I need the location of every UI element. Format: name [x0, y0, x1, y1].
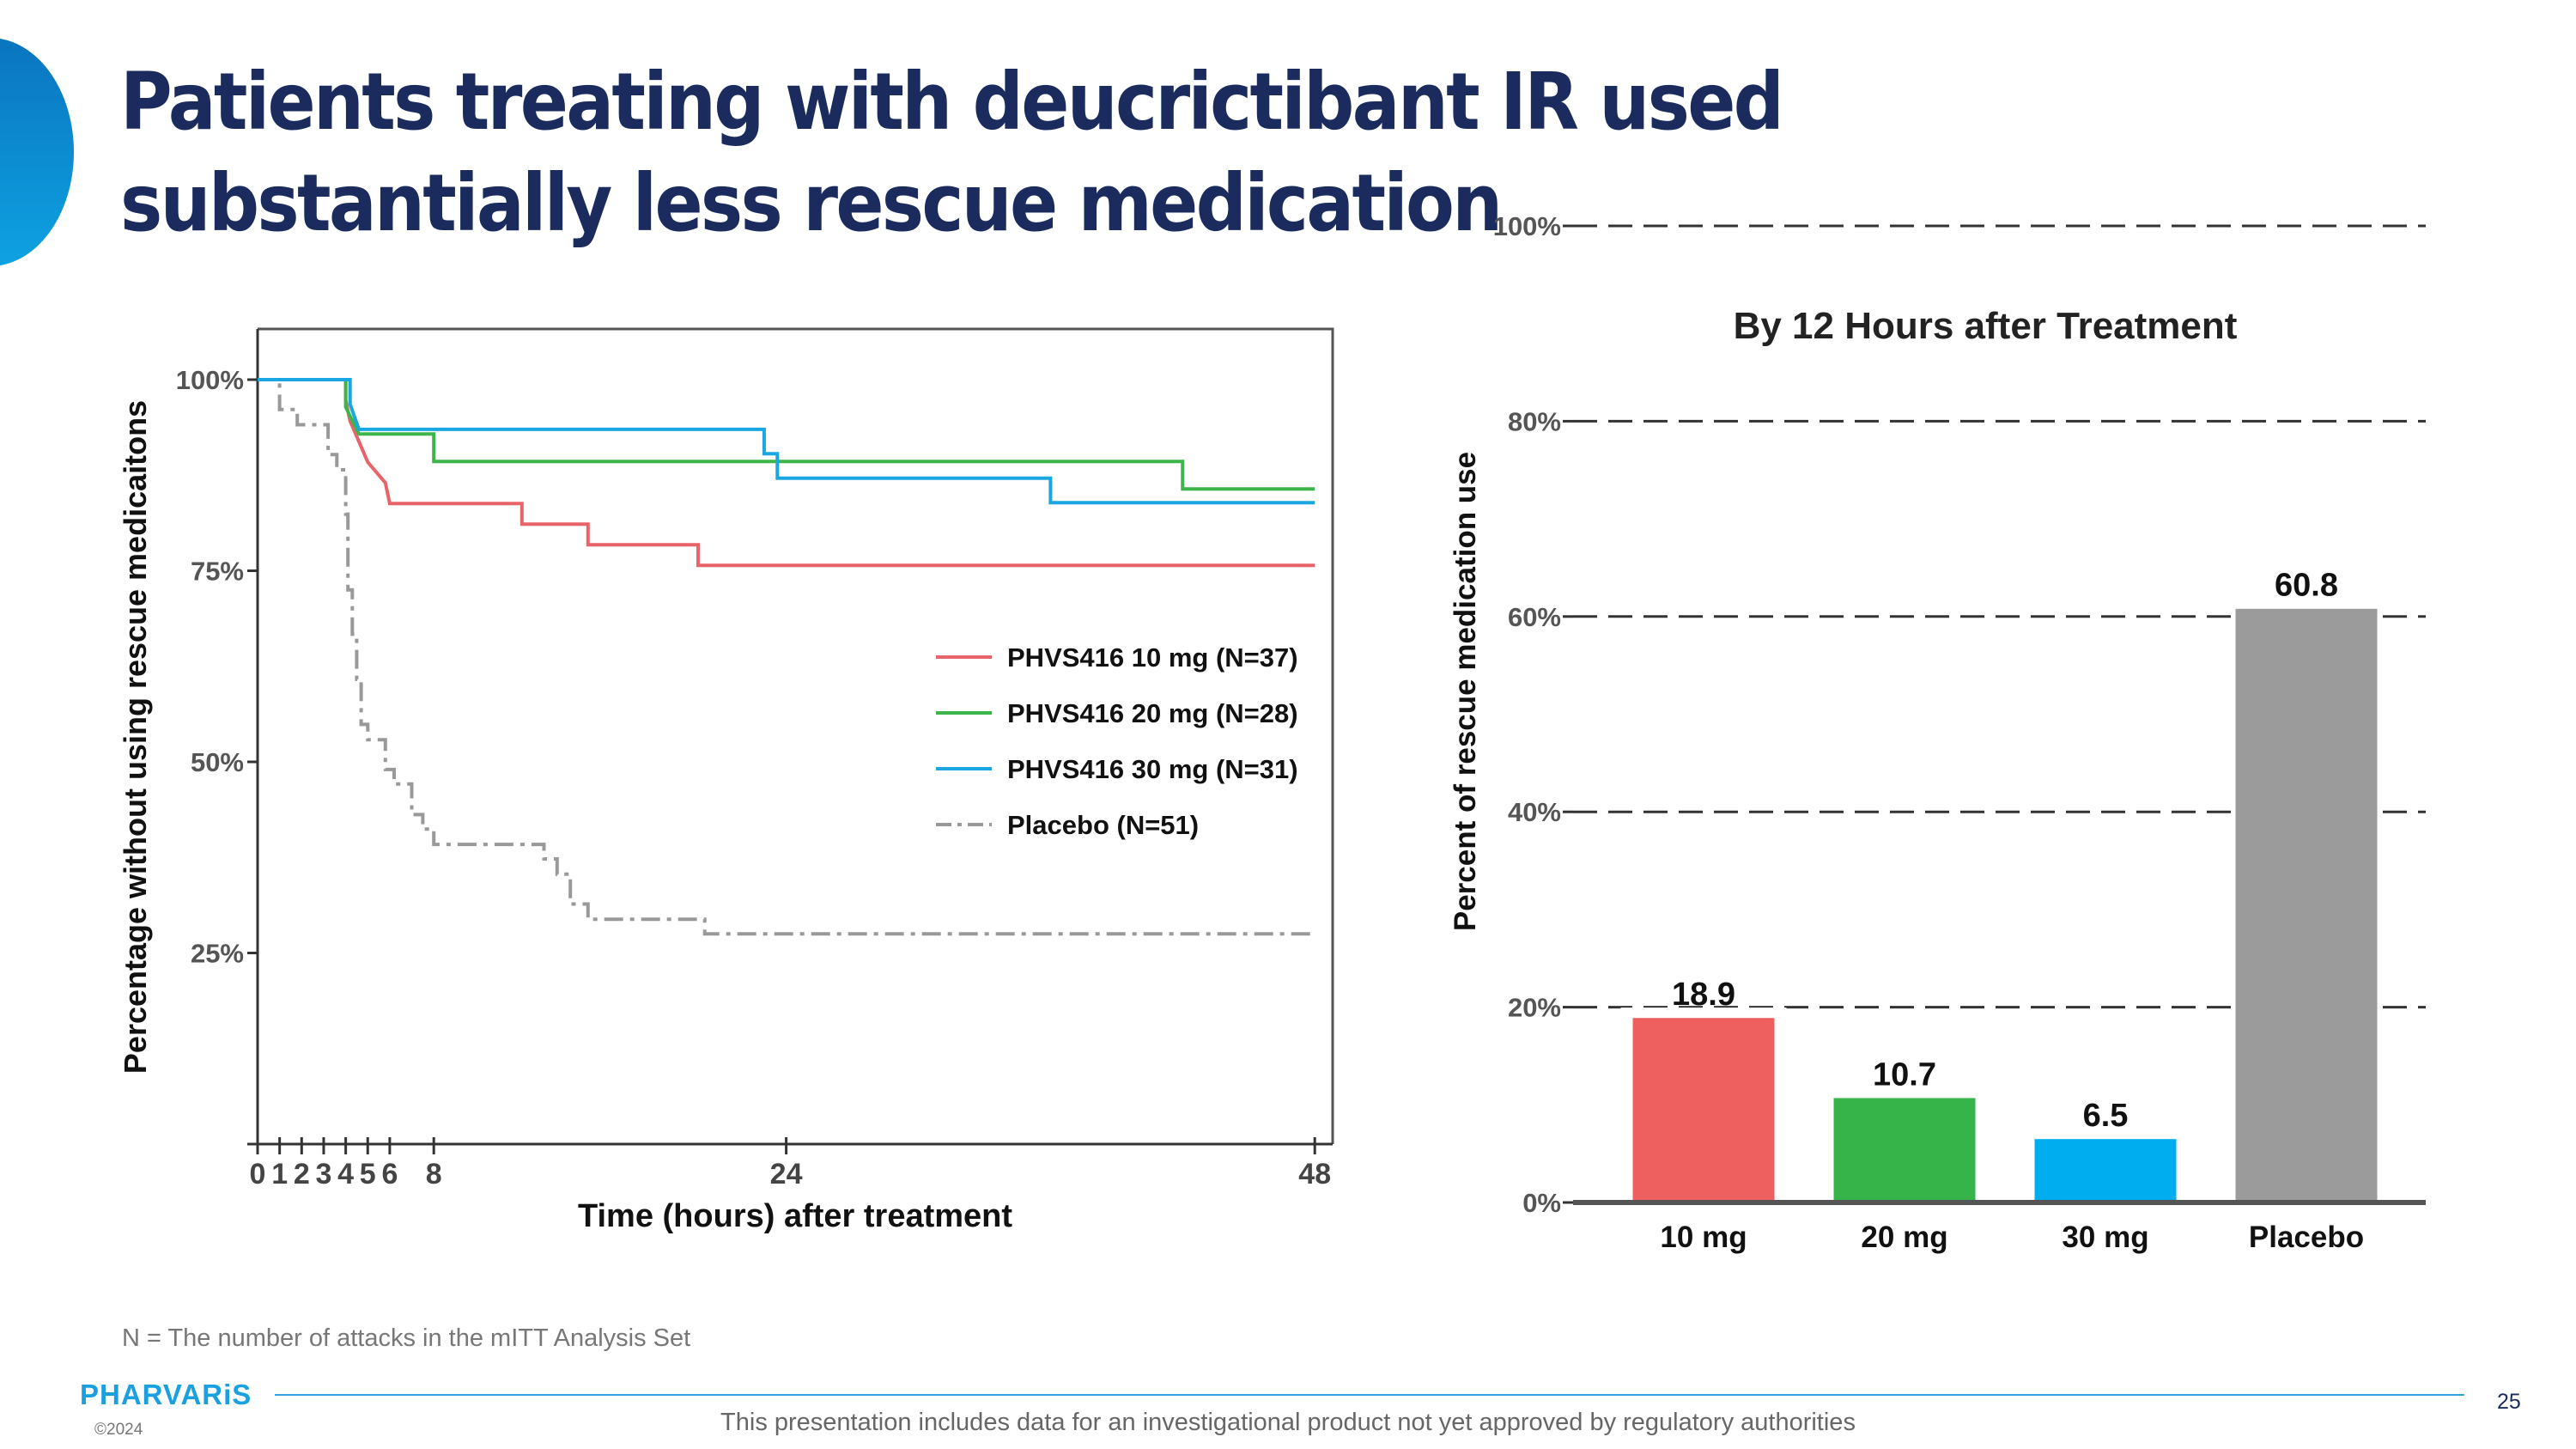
series-line — [258, 378, 1315, 505]
x-tick-label: 3 — [315, 1158, 331, 1190]
x-axis-title: Time (hours) after treatment — [578, 1198, 1012, 1234]
value-label-backdrop — [1620, 1008, 1787, 1019]
value-label: 6.5 — [2083, 1098, 2129, 1134]
y-tick-label: 60% — [1508, 602, 1561, 632]
category-label: 10 mg — [1660, 1221, 1747, 1254]
value-label-backdrop — [1821, 1087, 1988, 1099]
category-label: 30 mg — [2062, 1221, 2148, 1254]
copyright: ©2024 — [94, 1421, 143, 1439]
y-axis-title: Percentage without using rescue medicait… — [118, 400, 153, 1074]
value-label-backdrop — [2022, 1129, 2189, 1140]
x-tick-label: 48 — [1298, 1158, 1331, 1190]
footnote: N = The number of attacks in the mITT An… — [122, 1324, 691, 1352]
bar — [2235, 608, 2378, 1202]
slide-title: Patients treating with deucrictibant IR … — [120, 56, 1784, 249]
legend-label: PHVS416 30 mg (N=31) — [1007, 754, 1298, 784]
value-label: 60.8 — [2275, 568, 2338, 604]
bar — [1833, 1098, 1976, 1202]
y-tick-label: 0% — [1522, 1188, 1561, 1218]
y-tick-label: 75% — [191, 557, 244, 587]
bar — [2034, 1139, 2177, 1202]
y-tick-label: 40% — [1508, 797, 1561, 827]
x-tick-label: 8 — [426, 1158, 442, 1190]
legend-label: PHVS416 20 mg (N=28) — [1007, 698, 1298, 728]
y-tick-label: 50% — [191, 747, 244, 777]
company-logo: PHARVARiS — [80, 1379, 252, 1410]
x-tick-label: 6 — [381, 1158, 398, 1190]
series-line — [258, 378, 1315, 936]
x-tick-label: 1 — [271, 1158, 288, 1190]
value-label-backdrop — [2223, 598, 2390, 609]
x-tick-label: 5 — [360, 1158, 376, 1190]
legend-label: PHVS416 10 mg (N=37) — [1007, 642, 1298, 673]
y-tick-label: 20% — [1508, 993, 1561, 1023]
x-tick-label: 2 — [294, 1158, 310, 1190]
category-label: 20 mg — [1861, 1221, 1947, 1254]
legend-label: Placebo (N=51) — [1007, 810, 1199, 840]
x-tick-label: 24 — [770, 1158, 803, 1190]
footer-rule — [275, 1394, 2464, 1396]
value-label: 10.7 — [1873, 1056, 1936, 1093]
bar — [1632, 1018, 1775, 1202]
chart-title: By 12 Hours after Treatment — [1734, 305, 2238, 347]
x-tick-label: 0 — [250, 1158, 266, 1190]
x-tick-label: 4 — [337, 1158, 354, 1190]
y-tick-label: 80% — [1508, 406, 1561, 436]
series-line — [258, 378, 1315, 491]
value-label: 18.9 — [1672, 977, 1735, 1013]
y-tick-label: 25% — [191, 939, 244, 969]
y-axis-title: Percent of rescue medication use — [1449, 452, 1482, 931]
page-number: 25 — [2497, 1390, 2521, 1414]
y-tick-label: 100% — [1493, 211, 1561, 241]
disclaimer: This presentation includes data for an i… — [720, 1409, 1856, 1436]
plot-frame — [258, 327, 1334, 1144]
category-label: Placebo — [2249, 1221, 2364, 1254]
y-tick-label: 100% — [176, 365, 244, 395]
